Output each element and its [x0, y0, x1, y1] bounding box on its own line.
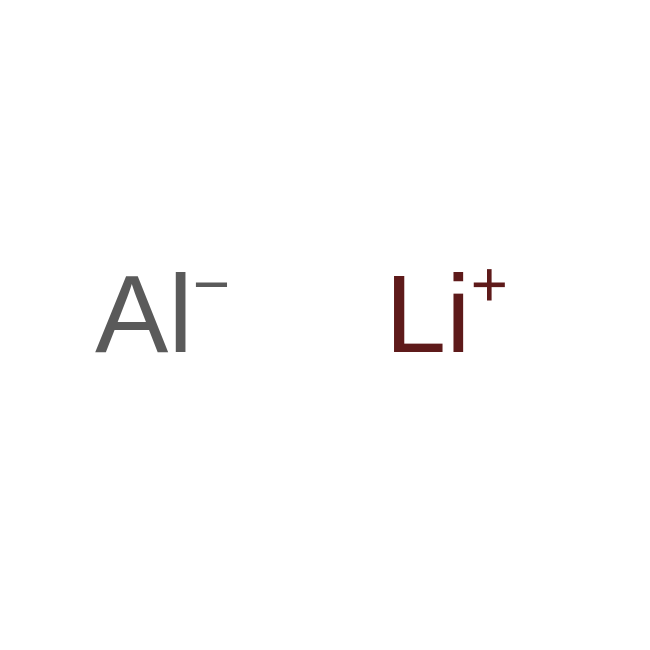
lithium-cation: Li+ — [385, 260, 508, 370]
element-symbol-li: Li — [385, 260, 471, 370]
charge-al: − — [193, 252, 230, 316]
element-symbol-al: Al — [95, 260, 193, 370]
chemical-structure: Al− Li+ — [0, 0, 650, 650]
aluminum-anion: Al− — [95, 260, 230, 370]
charge-li: + — [471, 252, 508, 316]
